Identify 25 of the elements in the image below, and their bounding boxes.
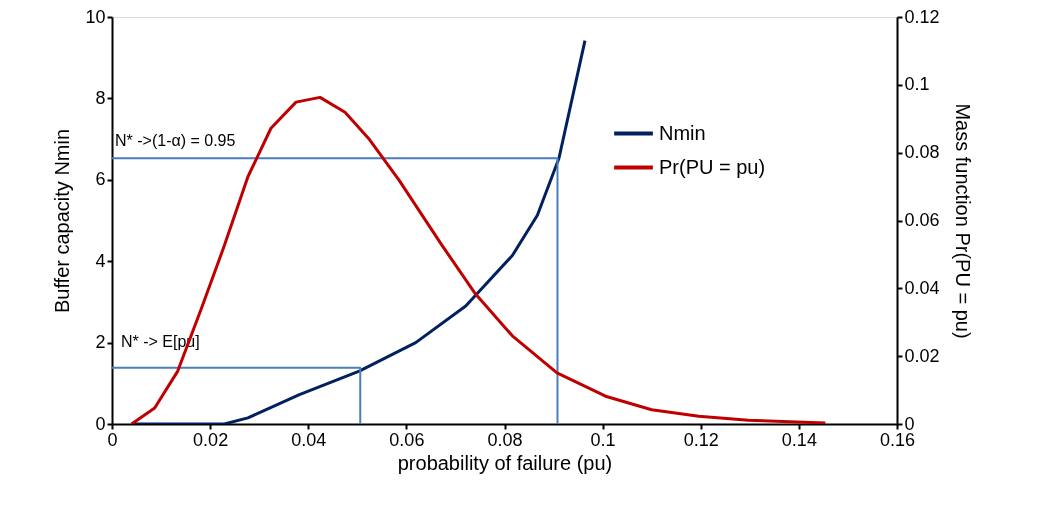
x-axis-title: probability of failure (pu) <box>397 451 613 474</box>
y2-axis-title: Mass function Pr(PU = pu) <box>951 103 974 339</box>
x-tick-label: 0.08 <box>487 429 523 450</box>
x-tick-label: 0.06 <box>389 429 425 450</box>
x-tick-label: 0.1 <box>590 429 616 450</box>
x-tick-label: 0.12 <box>683 429 719 450</box>
y-axis-title: Buffer capacity Nmin <box>51 128 74 314</box>
y-tick-label: 10 <box>85 6 106 27</box>
y2-tick-label: 0.02 <box>904 345 940 366</box>
annotation: N* ->(1-α) = 0.95 <box>115 132 236 150</box>
y2-tick-label: 0.08 <box>904 142 940 163</box>
y2-tick-label: 0.12 <box>904 6 940 27</box>
y-tick-label: 8 <box>95 87 106 108</box>
legend-label: Nmin <box>659 121 706 144</box>
y2-tick-label: 0.1 <box>904 74 930 95</box>
x-tick-label: 0.04 <box>291 429 327 450</box>
y-tick-label: 4 <box>95 250 106 271</box>
y2-tick-label: 0.04 <box>904 277 940 298</box>
y-tick-label: 0 <box>95 413 106 434</box>
x-tick-label: 0.02 <box>193 429 229 450</box>
y-tick-label: 2 <box>95 332 106 353</box>
y2-tick-label: 0.06 <box>904 210 940 230</box>
legend-label: Pr(PU = pu) <box>659 155 766 178</box>
y-tick-label: 6 <box>95 169 106 190</box>
x-tick-label: 0.14 <box>781 429 817 450</box>
